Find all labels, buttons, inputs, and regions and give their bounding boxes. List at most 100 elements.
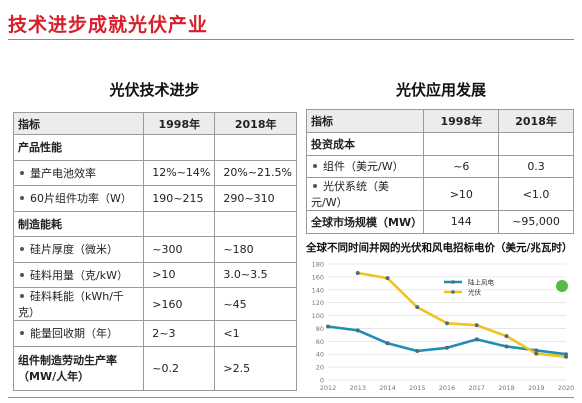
series-line	[357, 271, 567, 359]
legend-label: 陆上风电	[468, 278, 495, 287]
bullet-icon	[20, 294, 24, 298]
row-label-text: 硅片厚度（微米）	[30, 243, 118, 257]
y-tick-label: 60	[316, 338, 324, 346]
value-2018: ~45	[214, 287, 297, 321]
row-label: 光伏系统（美元/W）	[305, 177, 425, 211]
x-tick-label: 2020	[558, 384, 575, 392]
bullet-icon	[20, 247, 24, 252]
row-label: 硅料耗能（kWh/千克）	[12, 287, 145, 321]
value-2018: 20%~21.5%	[214, 159, 297, 186]
value-2018: <1.0	[498, 177, 574, 211]
right-section-title: 光伏应用发展	[395, 81, 486, 99]
data-point	[504, 344, 509, 349]
value-2018	[498, 132, 574, 156]
x-tick-label: 2014	[379, 384, 396, 392]
row-label-text: 组件（美元/W）	[323, 160, 404, 174]
y-tick-label: 40	[316, 351, 324, 359]
y-tick-label: 120	[312, 299, 324, 307]
row-label: 全球市场规模（MW）	[305, 210, 425, 234]
legend-label: 光伏	[468, 288, 482, 297]
row-label: 60片组件功率（W）	[12, 185, 145, 212]
bullet-icon	[20, 272, 24, 277]
data-point	[534, 351, 539, 356]
value-1998: 190~215	[143, 185, 216, 212]
data-point	[385, 276, 390, 281]
header-indicator: 指标	[12, 112, 145, 135]
row-label: 组件制造劳动生产率 （MW/人年）	[12, 345, 145, 391]
value-1998: ~300	[143, 236, 216, 263]
y-tick-label: 160	[312, 273, 324, 281]
x-tick-label: 2017	[468, 384, 485, 392]
header-2018: 2018年	[498, 109, 574, 133]
table-row: 全球市场规模（MW） 144 ~95,000	[305, 210, 574, 234]
chart-title: 全球不同时间并网的光伏和风电招标电价（美元/兆瓦时）	[306, 242, 573, 254]
table-row: 硅料用量（克/kW） >10 3.0~3.5	[12, 261, 297, 288]
table-row: 组件（美元/W） ~6 0.3	[305, 154, 574, 178]
tech-progress-table: 指标 1998年 2018年 产品性能量产电池效率 12%~14% 20%~21.5…	[12, 112, 297, 391]
header-indicator: 指标	[305, 109, 425, 133]
value-1998: ~6	[423, 154, 500, 178]
table-row: 光伏系统（美元/W） >10 <1.0	[305, 177, 574, 211]
tariff-line-chart: 0 20 40 60 80 100 120 140 160 180 2012 2013 2014 2015…	[312, 261, 575, 393]
value-1998: ~0.2	[143, 345, 216, 391]
y-tick-label: 0	[320, 377, 324, 385]
value-1998: 12%~14%	[143, 159, 216, 186]
x-tick-label: 2016	[439, 384, 456, 392]
header-1998: 1998年	[143, 112, 216, 135]
data-point	[445, 345, 449, 350]
data-point	[564, 354, 568, 359]
row-label-text: 组件制造劳动生产率	[18, 354, 117, 367]
value-2018: >2.5	[214, 345, 297, 391]
row-label-text: 60片组件功率（W）	[30, 192, 132, 206]
table-header-row: 指标 1998年 2018年	[305, 109, 574, 133]
row-label: 量产电池效率	[12, 159, 145, 186]
row-label-text: 硅料用量（克/kW）	[30, 268, 128, 282]
y-tick-label: 140	[312, 286, 324, 294]
footer-divider	[8, 397, 574, 398]
row-label: 硅片厚度（微米）	[12, 236, 145, 263]
x-tick-label: 2019	[528, 384, 545, 392]
value-2018: 0.3	[498, 154, 574, 178]
value-1998: 144	[423, 210, 500, 234]
row-label-text: 硅料耗能（kWh/千克）	[18, 290, 124, 319]
header-1998: 1998年	[423, 109, 500, 133]
row-label-unit: （MW/人年）	[18, 370, 90, 383]
row-label: 投资成本	[305, 132, 425, 156]
page-title: 技术进步成就光伏产业	[8, 14, 209, 36]
data-point	[474, 337, 479, 342]
data-point	[326, 324, 330, 329]
table-header-row: 指标 1998年 2018年	[12, 112, 297, 135]
row-label-text: 量产电池效率	[30, 166, 96, 180]
data-point	[534, 348, 539, 353]
table-row: 60片组件功率（W） 190~215 290~310	[12, 185, 297, 212]
table-row: 制造能耗	[12, 210, 297, 237]
value-2018: ~95,000	[498, 210, 574, 234]
table-row: 量产电池效率 12%~14% 20%~21.5%	[12, 159, 297, 186]
x-tick-label: 2012	[320, 384, 337, 392]
bullet-icon	[20, 170, 24, 175]
y-tick-label: 80	[316, 325, 324, 333]
value-1998: 2~3	[143, 320, 216, 347]
bullet-icon	[20, 196, 24, 201]
value-1998	[143, 134, 216, 161]
data-point	[474, 323, 479, 328]
row-label: 组件（美元/W）	[305, 154, 425, 178]
row-label: 制造能耗	[12, 210, 145, 237]
data-point	[415, 349, 420, 353]
x-tick-label: 2013	[349, 384, 366, 392]
x-tick-label: 2018	[498, 384, 515, 392]
row-label: 产品性能	[12, 134, 145, 161]
left-section-title: 光伏技术进步	[109, 81, 200, 99]
data-point	[445, 321, 449, 326]
data-point	[415, 305, 420, 310]
data-point	[355, 271, 360, 276]
application-table: 指标 1998年 2018年 投资成本 组件（美元/W） ~6 0.3 光伏系统（美元/…	[305, 109, 574, 234]
value-1998: >10	[423, 177, 500, 211]
value-2018: 3.0~3.5	[214, 261, 297, 288]
bullet-icon	[20, 331, 24, 336]
value-2018	[214, 134, 297, 161]
table-row: 产品性能	[12, 134, 297, 161]
data-point	[385, 341, 390, 346]
title-divider	[8, 39, 574, 40]
value-2018: <1	[214, 320, 297, 347]
